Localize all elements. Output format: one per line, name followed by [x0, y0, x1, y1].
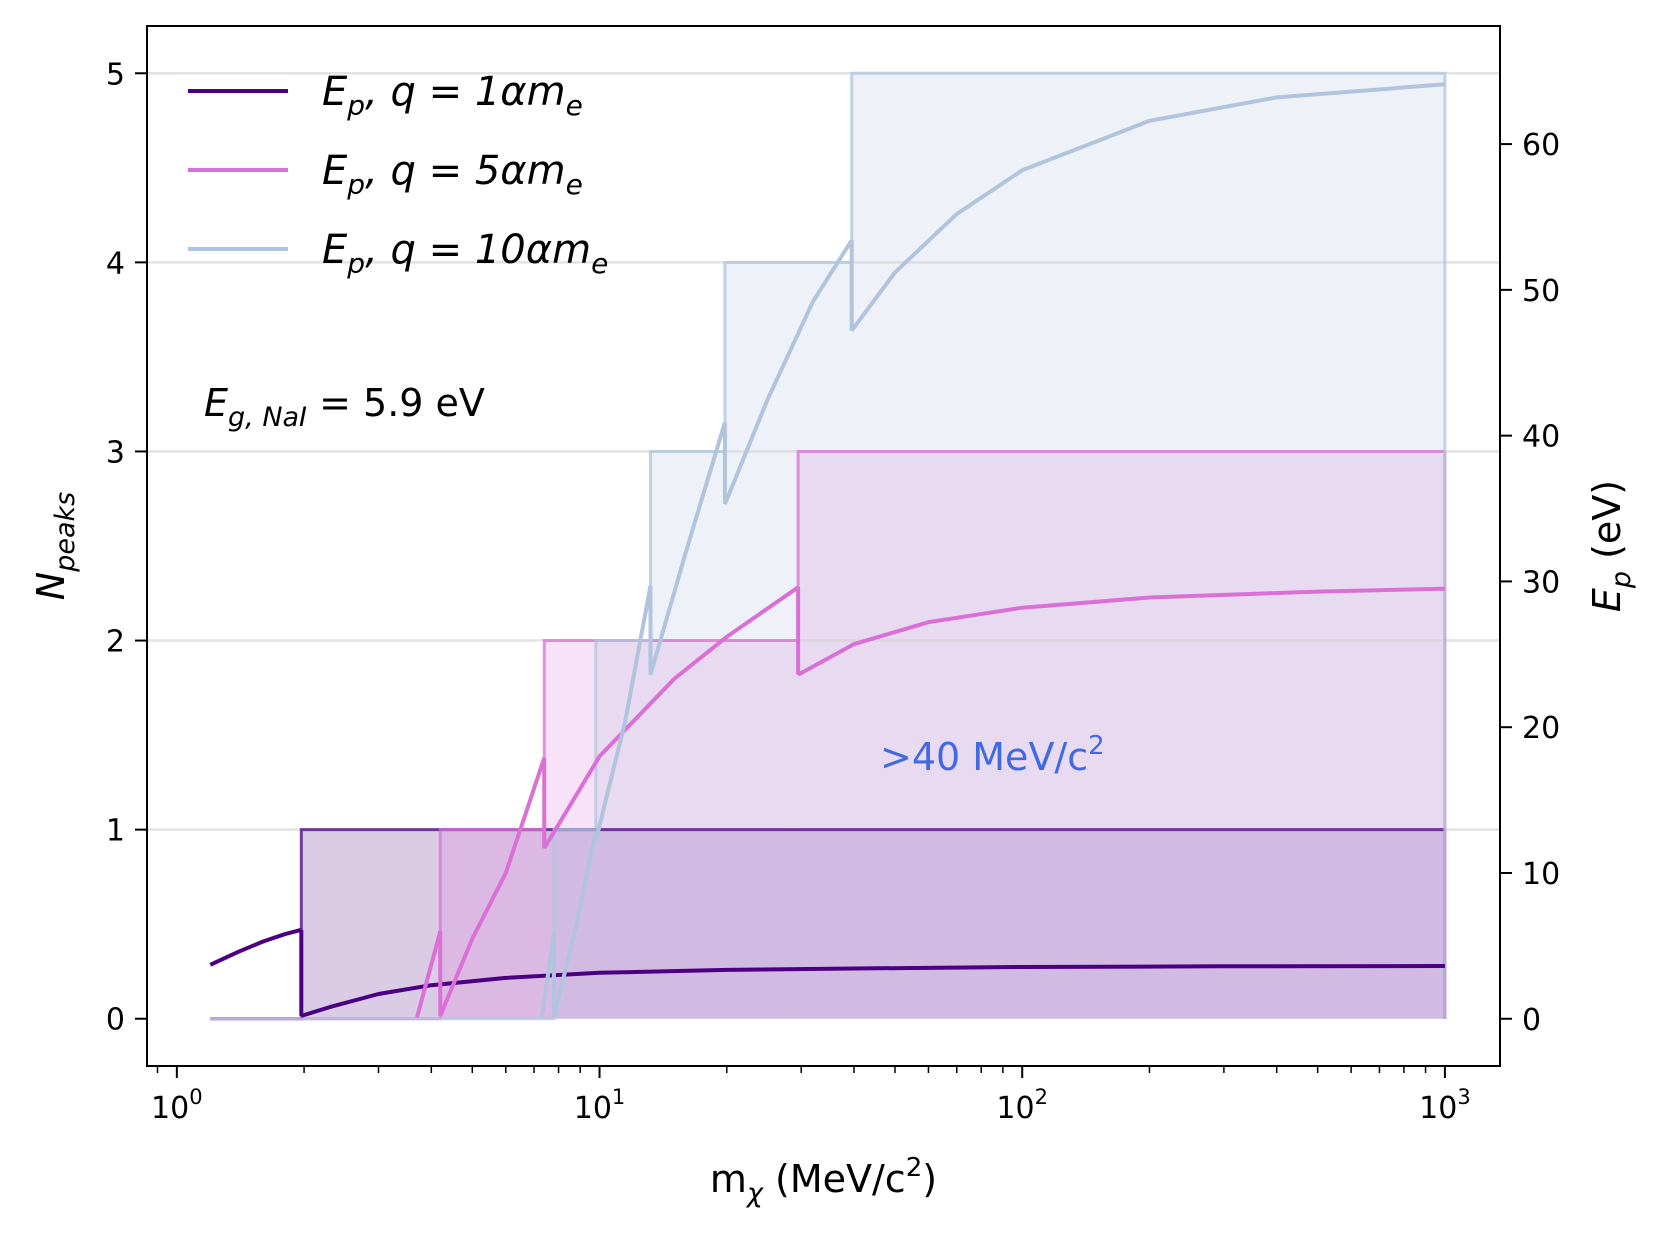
curve-s0-seg0: [209, 927, 302, 967]
curve-s1-seg3: [797, 586, 1445, 677]
y-right-tick-label-50: 50: [1522, 274, 1560, 309]
y-right-tick-label-20: 20: [1522, 711, 1560, 746]
x-tick-label-1000: 103: [1419, 1085, 1471, 1126]
x-axis-title: mχ (MeV/c2): [710, 1153, 937, 1209]
y-left-tick-label-2: 2: [106, 625, 125, 660]
curve-s2-seg4: [723, 239, 854, 505]
legend-label-2: Ep, q = 10αme: [322, 227, 608, 280]
curve-s0-seg1: [300, 964, 1445, 1018]
y-right-tick-label-0: 0: [1522, 1003, 1541, 1038]
y-left-tick-label-4: 4: [106, 246, 125, 281]
curve-s2-seg1: [551, 831, 598, 1018]
step-fill-s1-3: [798, 451, 1445, 1019]
curve-s2-seg2: [593, 585, 653, 842]
step-fill-s0-1: [301, 829, 1445, 1019]
y-right-axis-title: Ep (eV): [1585, 480, 1637, 612]
step-fill-s2-5: [851, 73, 1445, 1019]
y-right-tick-label-30: 30: [1522, 565, 1560, 600]
curve-s1-seg0: [415, 930, 443, 1018]
y-left-tick-label-3: 3: [106, 435, 125, 470]
curve-s1-seg2: [542, 585, 800, 850]
annotation-threshold: >40 MeV/c2: [880, 731, 1105, 779]
y-left-tick-label-5: 5: [106, 57, 125, 92]
curve-layer: [209, 82, 1446, 1018]
step-fill-layer: [301, 73, 1445, 1019]
legend: Ep, q = 1αme Ep, q = 5αme Ep, q = 10αme: [188, 69, 608, 280]
x-tick-label-10: 101: [574, 1085, 626, 1126]
legend-label-1: Ep, q = 5αme: [322, 148, 583, 201]
y-left-tick-label-0: 0: [106, 1003, 125, 1038]
y-left-tick-label-1: 1: [106, 814, 125, 849]
x-tick-label-1: 100: [151, 1085, 203, 1126]
x-tick-label-100: 102: [996, 1085, 1048, 1126]
y-right-tick-label-40: 40: [1522, 420, 1560, 455]
annotation-band-gap: Eg, NaI = 5.9 eV: [204, 381, 485, 433]
curve-s1-seg1: [438, 757, 547, 1017]
step-fill-s1-1: [440, 829, 545, 1019]
legend-label-0: Ep, q = 1αme: [322, 69, 583, 122]
y-right-tick-label-60: 60: [1522, 128, 1560, 163]
curve-s2-seg0: [539, 933, 556, 1018]
y-left-axis-title: Npeaks: [29, 492, 81, 600]
curve-s2-seg3: [648, 421, 727, 676]
plot-frame: [146, 25, 1501, 1067]
y-right-tick-label-10: 10: [1522, 857, 1560, 892]
curve-s2-seg5: [850, 82, 1446, 332]
step-fill-s2-3: [650, 451, 725, 1019]
label-layer: mχ (MeV/c2) Npeaks Ep (eV) Eg, NaI = 5.9 eV…: [29, 381, 1637, 1209]
